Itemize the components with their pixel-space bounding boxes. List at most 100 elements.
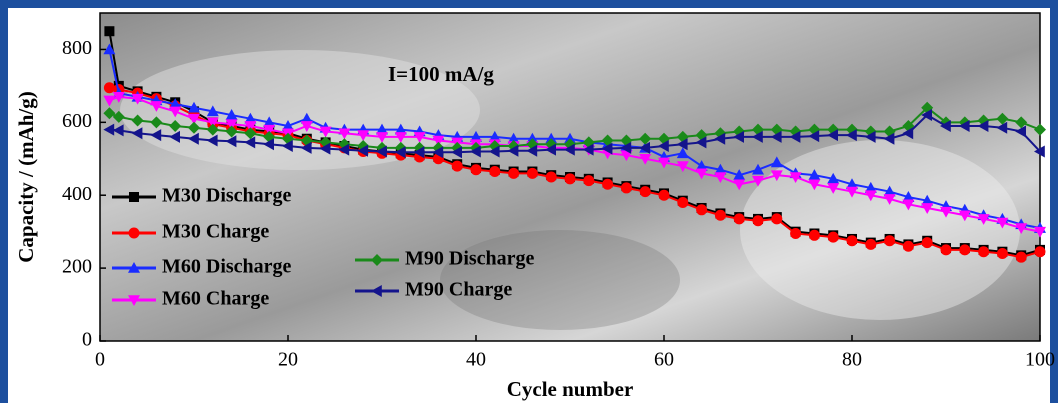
marker <box>827 172 840 184</box>
marker <box>808 130 820 143</box>
marker <box>676 147 689 159</box>
marker <box>620 150 633 162</box>
marker <box>112 110 125 123</box>
marker <box>169 98 182 109</box>
marker <box>864 181 877 193</box>
marker <box>128 227 140 239</box>
marker <box>827 231 839 243</box>
y-tick-label: 0 <box>82 329 92 351</box>
marker <box>676 161 689 173</box>
y-tick-label: 800 <box>62 37 92 59</box>
marker <box>244 121 257 132</box>
marker <box>225 119 238 131</box>
marker <box>771 213 783 225</box>
marker <box>432 146 444 159</box>
legend-item: M90 Charge <box>355 279 512 301</box>
marker <box>394 123 407 135</box>
marker <box>996 121 1008 134</box>
marker <box>1034 123 1046 136</box>
marker <box>263 116 276 128</box>
marker <box>564 173 576 185</box>
marker <box>639 153 652 165</box>
marker <box>338 143 350 156</box>
marker <box>263 124 276 136</box>
marker <box>940 119 951 132</box>
marker <box>112 92 125 103</box>
marker <box>188 121 200 134</box>
marker <box>808 179 821 191</box>
y-axis-label: Capacity / (mAh/g) <box>14 91 38 263</box>
marker <box>827 129 838 142</box>
plot-frame <box>99 12 1041 342</box>
marker <box>902 191 915 202</box>
marker <box>602 178 614 190</box>
marker <box>620 182 632 194</box>
marker <box>338 128 351 140</box>
marker <box>225 125 238 138</box>
marker <box>526 144 538 157</box>
marker <box>1015 223 1028 235</box>
marker <box>319 142 331 155</box>
marker <box>319 126 332 138</box>
marker <box>188 132 199 145</box>
marker <box>883 194 896 205</box>
marker <box>371 285 382 297</box>
marker <box>1015 116 1028 129</box>
marker <box>131 127 143 140</box>
marker <box>129 192 139 202</box>
texture <box>440 230 680 330</box>
marker <box>489 166 501 178</box>
marker <box>714 132 726 145</box>
marker <box>376 132 388 143</box>
marker <box>508 167 520 179</box>
marker <box>959 244 971 256</box>
marker <box>752 163 764 175</box>
legend-item: M30 Discharge <box>112 185 292 207</box>
marker <box>470 130 482 142</box>
marker <box>827 183 840 194</box>
marker <box>902 127 914 140</box>
marker <box>103 82 115 94</box>
marker <box>128 262 140 273</box>
marker <box>357 130 370 142</box>
marker <box>470 164 482 176</box>
marker <box>1034 226 1046 238</box>
marker <box>977 214 990 225</box>
marker <box>695 136 707 149</box>
marker <box>658 189 670 201</box>
marker <box>940 244 952 256</box>
x-tick-label: 40 <box>466 349 486 371</box>
x-tick-label: 100 <box>1025 349 1055 371</box>
marker <box>921 203 934 214</box>
marker <box>150 116 163 129</box>
marker <box>112 124 124 137</box>
x-tick-label: 60 <box>654 349 674 371</box>
legend-label: M30 Charge <box>162 221 269 243</box>
marker <box>884 235 896 247</box>
x-axis-label: Cycle number <box>507 377 634 401</box>
legend-label: M60 Discharge <box>162 256 292 278</box>
marker <box>413 146 425 159</box>
marker <box>714 172 727 183</box>
marker <box>300 141 312 154</box>
marker <box>714 209 726 221</box>
marker <box>752 215 764 227</box>
marker <box>921 109 932 122</box>
legend-item: M90 Discharge <box>355 248 535 270</box>
marker <box>244 136 256 149</box>
series <box>103 109 1045 159</box>
marker <box>733 179 746 191</box>
y-tick-label: 400 <box>62 183 92 205</box>
marker <box>752 130 763 143</box>
marker <box>789 172 802 183</box>
marker <box>883 185 896 197</box>
marker <box>958 210 971 222</box>
marker <box>545 171 557 183</box>
marker <box>601 134 614 147</box>
marker <box>206 117 219 129</box>
marker <box>103 107 116 120</box>
legend-item: M60 Discharge <box>112 256 292 278</box>
marker <box>902 240 914 252</box>
marker <box>564 132 576 144</box>
